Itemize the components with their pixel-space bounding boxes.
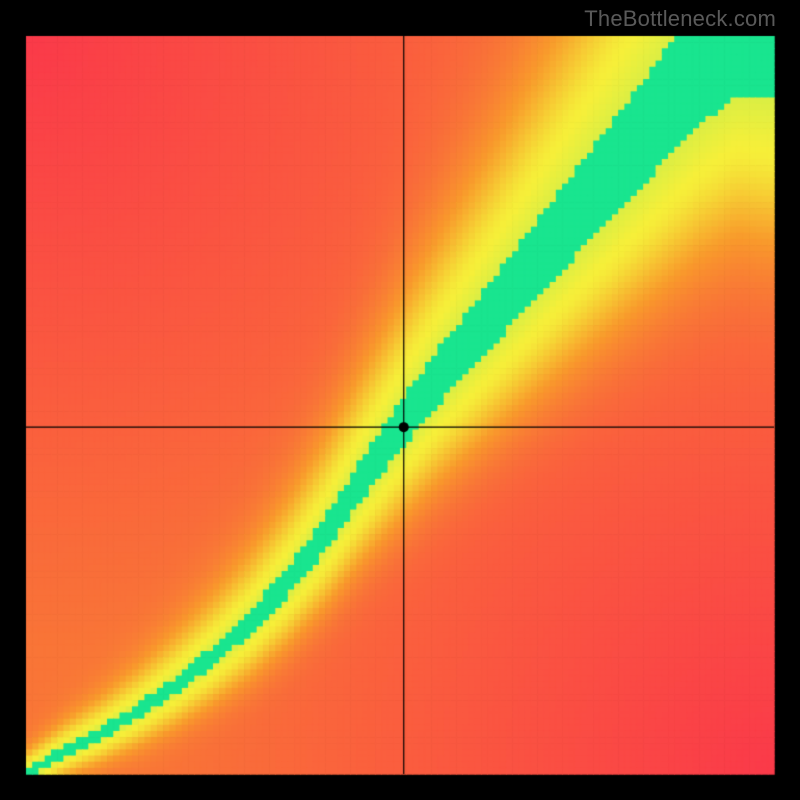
watermark-text: TheBottleneck.com bbox=[584, 6, 776, 32]
chart-container: TheBottleneck.com bbox=[0, 0, 800, 800]
heatmap-canvas bbox=[0, 0, 800, 800]
